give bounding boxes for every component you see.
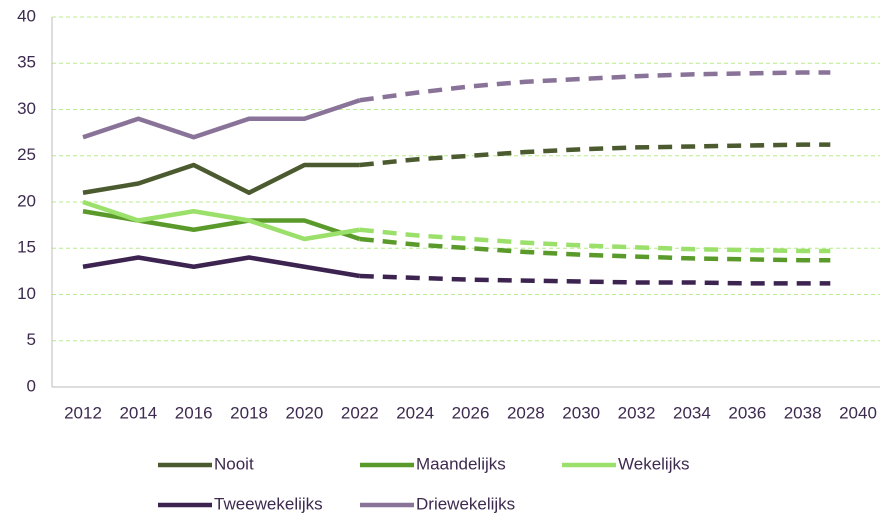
y-tick-label: 15 (17, 238, 36, 257)
legend-label: Tweewekelijks (214, 494, 323, 513)
legend-label: Maandelijks (416, 454, 506, 473)
x-tick-label: 2032 (618, 403, 656, 422)
legend-label: Nooit (214, 454, 254, 473)
x-tick-label: 2012 (64, 403, 102, 422)
x-tick-label: 2018 (230, 403, 268, 422)
y-tick-label: 35 (17, 53, 36, 72)
x-tick-label: 2014 (119, 403, 157, 422)
x-tick-label: 2024 (396, 403, 434, 422)
series-line (82, 98, 361, 140)
x-tick-label: 2038 (784, 403, 822, 422)
series-line (82, 162, 360, 195)
y-tick-label: 10 (17, 284, 36, 303)
projection-line (359, 273, 831, 286)
projection-line (359, 142, 831, 168)
legend-label: Wekelijks (618, 454, 689, 473)
x-tick-label: 2026 (452, 403, 490, 422)
y-tick-label: 30 (17, 99, 36, 118)
y-tick-label: 0 (27, 376, 36, 395)
y-tick-label: 40 (17, 6, 36, 25)
y-tick-label: 20 (17, 191, 36, 210)
x-tick-label: 2030 (562, 403, 600, 422)
x-tick-label: 2036 (728, 403, 766, 422)
projection-line (359, 227, 831, 254)
y-tick-label: 5 (27, 330, 36, 349)
x-tick-label: 2022 (341, 403, 379, 422)
x-tick-label: 2016 (175, 403, 213, 422)
series-line (82, 255, 361, 279)
x-tick-label: 2028 (507, 403, 545, 422)
series-line (82, 199, 361, 242)
x-tick-label: 2034 (673, 403, 711, 422)
projection-line (359, 70, 831, 103)
y-tick-label: 25 (17, 145, 36, 164)
x-tick-label: 2040 (839, 403, 877, 422)
projection-line (359, 236, 831, 263)
x-tick-label: 2020 (286, 403, 324, 422)
legend-label: Driewekelijks (416, 494, 515, 513)
